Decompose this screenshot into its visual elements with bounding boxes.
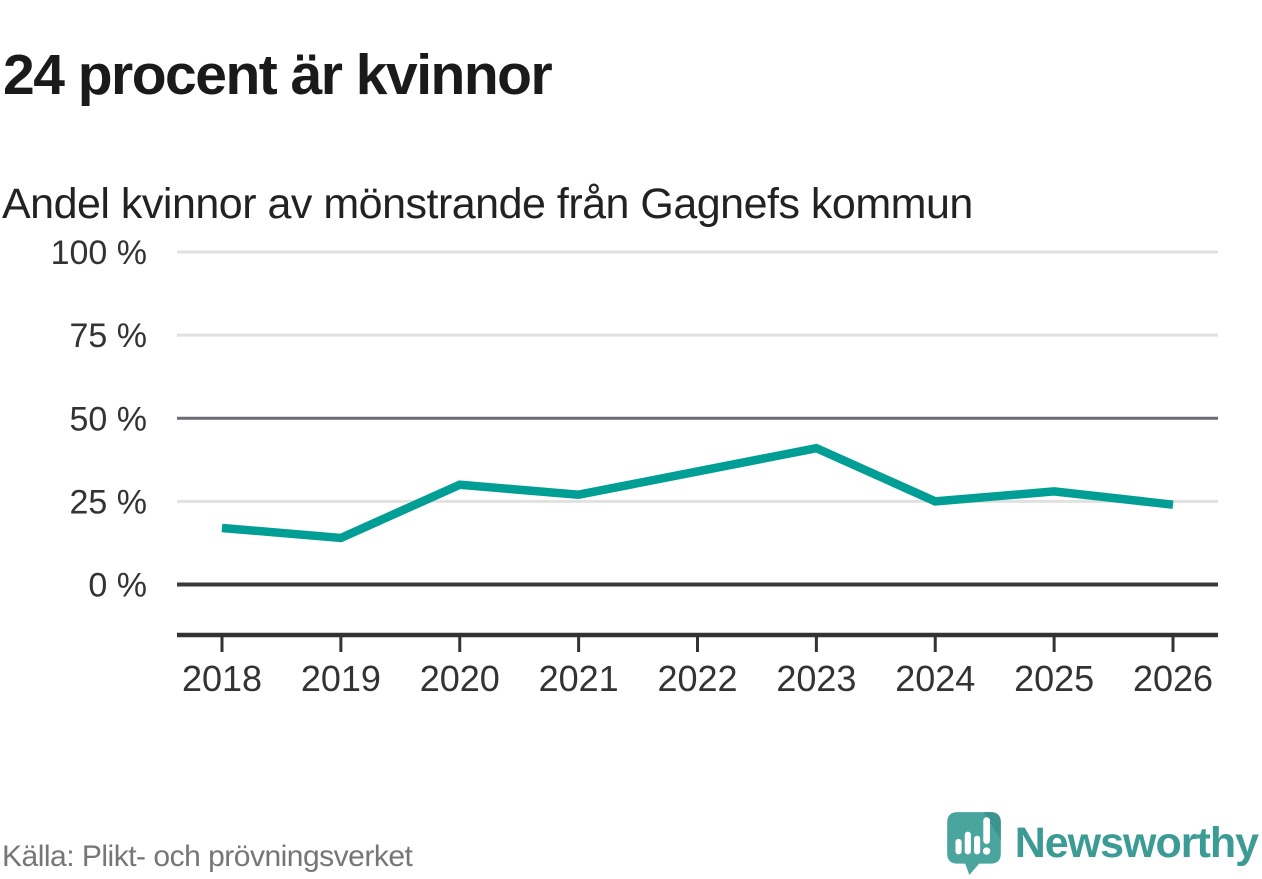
data-line-andel-kvinnor-av-m-nstrande [221,443,1174,543]
newsworthy-bubble-chart-icon [946,812,1001,875]
x-axis-tick-label: 2018 [182,658,262,699]
x-axis-tick-label: 2021 [539,658,619,699]
x-axis-tick-label: 2024 [895,658,975,699]
y-axis-tick-label: 100 % [51,234,147,272]
x-axis-tick-label: 2020 [420,658,500,699]
x-axis-tick-label: 2019 [301,658,381,699]
chart-subtitle: Andel kvinnor av mönstrande från Gagnefs… [2,179,973,228]
brand-name: Newsworthy [1014,819,1259,867]
x-axis-tick-label: 2025 [1014,658,1094,699]
source-caption: Källa: Plikt- och prövningsverket [2,840,413,873]
y-axis-tick-label: 75 % [70,317,148,355]
newsworthy-logo: Newsworthy [945,810,1259,876]
x-axis-tick-label: 2026 [1133,658,1213,699]
x-axis-tick-label: 2022 [657,658,737,699]
page-title: 24 procent är kvinnor [3,43,553,108]
y-axis-tick-label: 25 % [70,483,148,521]
line-chart: 100 % 75 % 50 % 25 % 0 % 2018 2019 2020 2021 2022… [51,234,1218,699]
y-axis-tick-label: 50 % [70,400,148,438]
x-axis-tick-label: 2023 [776,658,856,699]
y-axis-tick-label: 0 % [88,567,147,605]
